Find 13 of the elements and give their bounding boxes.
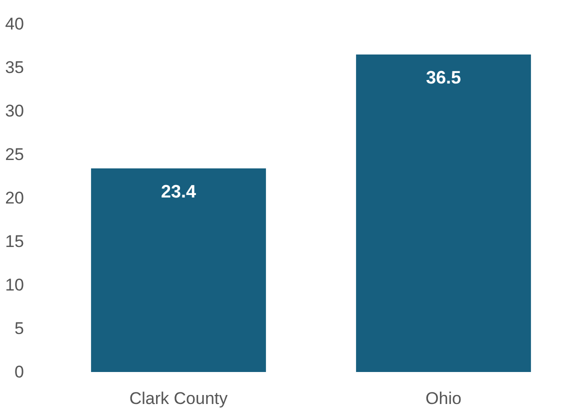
y-tick-label: 30 bbox=[5, 102, 24, 120]
data-label: 23.4 bbox=[160, 181, 196, 202]
x-tick-label: Clark County bbox=[129, 389, 228, 408]
y-tick-label: 0 bbox=[14, 362, 24, 382]
data-label: 36.5 bbox=[426, 67, 462, 88]
y-tick-label: 20 bbox=[5, 188, 24, 208]
y-tick-label: 15 bbox=[5, 232, 24, 251]
y-tick-label: 5 bbox=[14, 319, 24, 338]
x-tick-label: Ohio bbox=[426, 389, 462, 408]
y-tick-label: 40 bbox=[5, 14, 24, 34]
y-tick-label: 35 bbox=[5, 58, 24, 77]
y-tick-label: 10 bbox=[5, 276, 24, 294]
y-tick-label: 25 bbox=[5, 145, 24, 164]
